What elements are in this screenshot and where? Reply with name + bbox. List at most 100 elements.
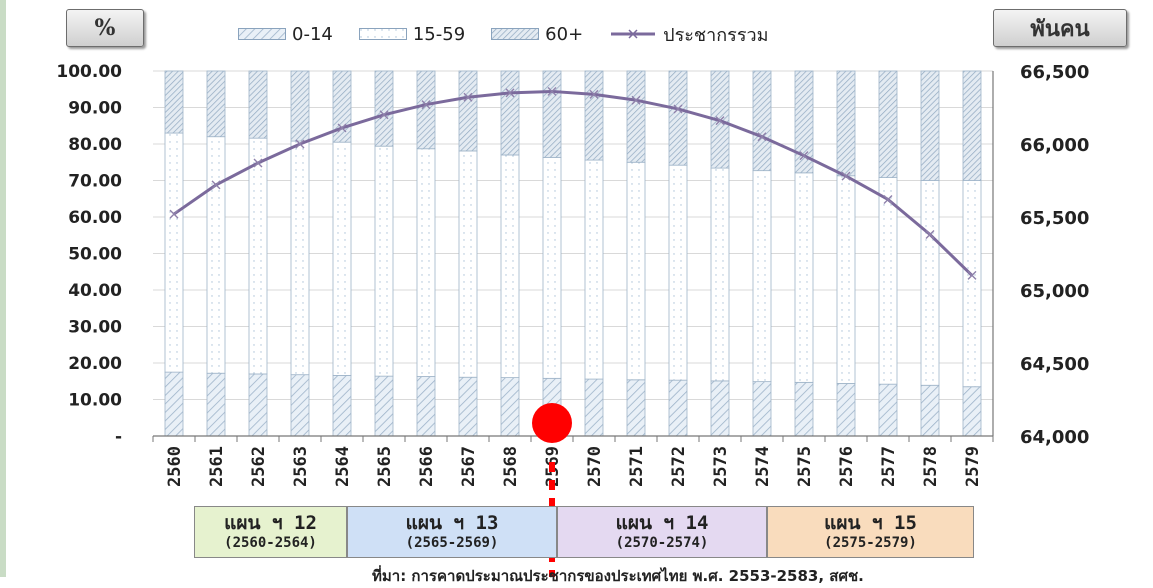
legend: 0-14 15-59 60+ ประชากรรวม [238, 22, 794, 46]
x-tick-label: 2560 [165, 446, 185, 487]
bar-60+-2561 [206, 70, 226, 138]
plan-title: แผน ฯ 14 [615, 512, 709, 534]
bar-60+-2565 [374, 70, 394, 147]
source-note: ที่มา: การคาดประมาณประชากรของประเทศไทย พ… [372, 567, 864, 585]
line-point-total [841, 171, 851, 181]
legend-item-total: ประชากรรวม [609, 20, 768, 49]
y-left-tick-label: 90.00 [68, 99, 122, 119]
x-tick-label: 2579 [963, 446, 983, 487]
bar-60+-2562 [248, 70, 268, 139]
x-tick-label: 2574 [753, 446, 773, 487]
x-tick-label: 2568 [501, 446, 521, 487]
bar-0-14-2561 [206, 372, 226, 437]
bar-60+-2579 [962, 70, 982, 181]
bar-60+-2578 [920, 70, 940, 181]
legend-swatch-dots-icon [358, 28, 407, 40]
y-left-tick-label: 10.00 [68, 391, 122, 411]
bar-15-59-2573 [710, 167, 730, 382]
plan-title: แผน ฯ 13 [405, 512, 499, 534]
line-point-total [379, 110, 389, 120]
y-left-tick-label: 40.00 [68, 281, 122, 301]
bar-60+-2567 [458, 70, 478, 152]
bar-15-59-2576 [836, 175, 856, 384]
x-tick-label: 2573 [711, 446, 731, 487]
line-point-total [589, 89, 599, 99]
bar-60+-2571 [626, 70, 646, 163]
plan-title: แผน ฯ 12 [224, 512, 317, 534]
y-right-tick-label: 64,500 [1020, 354, 1089, 375]
bar-15-59-2578 [920, 180, 940, 386]
bar-15-59-2574 [752, 170, 772, 383]
legend-item-0-14: 0-14 [238, 24, 333, 45]
bar-60+-2564 [332, 70, 352, 143]
legend-label-0-14: 0-14 [292, 23, 333, 45]
bar-15-59-2571 [626, 161, 646, 381]
y-left-tick-label: 30.00 [68, 318, 122, 338]
y-left-tick-label: 100.00 [56, 62, 122, 82]
line-point-total [925, 230, 935, 240]
x-tick-label: 2561 [207, 446, 227, 487]
bar-15-59-2561 [206, 136, 226, 374]
x-tick-label: 2578 [921, 446, 941, 487]
bar-60+-2570 [584, 70, 604, 161]
bar-0-14-2574 [752, 381, 772, 437]
plan-box-13: แผน ฯ 13 (2565-2569) [347, 506, 557, 558]
bar-60+-2560 [164, 70, 184, 134]
x-tick-label: 2566 [417, 446, 437, 487]
line-point-total [169, 209, 179, 219]
bar-15-59-2570 [584, 159, 604, 380]
bar-0-14-2568 [500, 377, 520, 437]
bar-60+-2566 [416, 70, 436, 150]
bar-0-14-2575 [794, 381, 814, 437]
line-point-total [463, 92, 473, 102]
x-tick-label: 2563 [291, 446, 311, 487]
bar-15-59-2579 [962, 180, 982, 388]
x-tick-label: 2567 [459, 446, 479, 487]
line-point-total [337, 123, 347, 133]
bar-15-59-2564 [332, 141, 352, 376]
bar-15-59-2568 [500, 154, 520, 378]
x-tick-label: 2564 [333, 446, 353, 487]
plan-range: (2570-2574) [615, 535, 709, 551]
bar-15-59-2560 [164, 132, 184, 373]
bar-0-14-2572 [668, 379, 688, 437]
plan-range: (2565-2569) [405, 535, 499, 551]
plan-box-15: แผน ฯ 15 (2575-2579) [767, 506, 974, 558]
y-right-tick-label: 66,500 [1020, 62, 1089, 83]
bar-0-14-2573 [710, 380, 730, 437]
bar-15-59-2575 [794, 172, 814, 383]
line-point-total [799, 151, 809, 161]
plan-box-12: แผน ฯ 12 (2560-2564) [194, 506, 347, 558]
bar-60+-2568 [500, 70, 520, 156]
x-tick-label: 2576 [837, 446, 857, 487]
plan-title: แผน ฯ 15 [824, 512, 917, 534]
line-point-total [715, 116, 725, 126]
bar-0-14-2578 [920, 384, 940, 437]
bar-0-14-2571 [626, 379, 646, 437]
y-right-tick-label: 64,000 [1020, 427, 1089, 448]
bar-15-59-2562 [248, 137, 268, 375]
bar-60+-2574 [752, 70, 772, 172]
bar-15-59-2567 [458, 150, 478, 378]
line-point-total [295, 139, 305, 149]
line-point-total [547, 86, 557, 96]
marker-dot [532, 403, 572, 443]
line-point-total [505, 88, 515, 98]
bar-0-14-2560 [164, 371, 184, 437]
line-point-total [967, 270, 977, 280]
bar-15-59-2565 [374, 145, 394, 377]
line-point-total [631, 95, 641, 105]
line-point-total [883, 194, 893, 204]
bar-60+-2572 [668, 70, 688, 166]
legend-item-60plus: 60+ [491, 24, 583, 45]
bar-60+-2577 [878, 70, 898, 178]
chart-axes: - 10.00 20.00 30.00 40.00 50.00 60.00 70.00 80.0… [56, 62, 1089, 487]
y-right-tick-label: 65,000 [1020, 281, 1089, 302]
bar-0-14-2577 [878, 383, 898, 437]
bar-60+-2563 [290, 70, 310, 142]
bar-15-59-2572 [668, 164, 688, 381]
legend-line-cross-icon [611, 29, 656, 39]
bar-0-14-2570 [584, 378, 604, 437]
legend-swatch-dense-hatch-icon [491, 28, 540, 40]
